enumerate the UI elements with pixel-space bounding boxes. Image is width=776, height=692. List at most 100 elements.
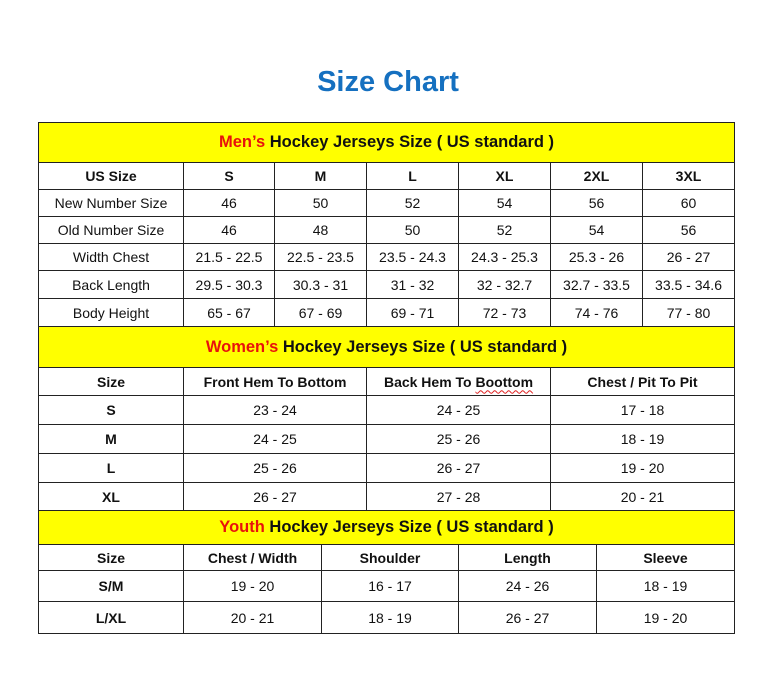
table-cell: 60 (641, 189, 736, 217)
table-cell: 23.5 - 24.3 (366, 243, 459, 271)
table-cell: 18 - 19 (595, 570, 736, 602)
table-cell: Body Height (38, 298, 184, 327)
table-cell: US Size (38, 162, 184, 190)
table-cell: Size (38, 544, 184, 571)
table-cell: 25 - 26 (183, 453, 367, 483)
table-row: New Number Size 46 50 52 54 56 60 (38, 189, 736, 217)
table-cell: 18 - 19 (549, 424, 736, 454)
youth-column-headers: Size Chest / Width Shoulder Length Sleeve (38, 544, 736, 571)
table-cell: 24 - 25 (366, 395, 551, 425)
table-cell: Shoulder (321, 544, 459, 571)
table-row: M 24 - 25 25 - 26 18 - 19 (38, 424, 736, 454)
table-cell: 3XL (641, 162, 736, 190)
table-cell: 22.5 - 23.5 (274, 243, 367, 271)
table-cell: Back Length (38, 270, 184, 299)
table-cell: 54 (550, 216, 643, 244)
table-cell: M (38, 424, 184, 454)
table-cell: 50 (274, 189, 367, 217)
table-cell: 48 (274, 216, 367, 244)
table-cell: 54 (458, 189, 551, 217)
womens-section-header: Women’s Hockey Jerseys Size ( US standar… (37, 326, 736, 368)
table-cell: 52 (366, 189, 459, 217)
table-cell: L/XL (38, 601, 184, 634)
column-header: Front Hem To Bottom (183, 367, 367, 396)
table-row: Body Height 65 - 67 67 - 69 69 - 71 72 - 73 7… (38, 298, 736, 327)
table-cell: S/M (38, 570, 184, 602)
table-cell: 23 - 24 (183, 395, 367, 425)
table-cell: 77 - 80 (641, 298, 736, 327)
page-title: Size Chart (317, 66, 459, 98)
table-cell: 19 - 20 (549, 453, 736, 483)
youth-table: Youth Hockey Jerseys Size ( US standard … (37, 510, 736, 634)
table-cell: 56 (641, 216, 736, 244)
table-cell: 27 - 28 (366, 482, 551, 511)
table-cell: S (38, 395, 184, 425)
table-cell: 30.3 - 31 (274, 270, 367, 299)
table-cell: 21.5 - 22.5 (183, 243, 275, 271)
youth-section-header: Youth Hockey Jerseys Size ( US standard … (37, 510, 736, 545)
table-cell: New Number Size (38, 189, 184, 217)
table-cell: 26 - 27 (458, 601, 597, 634)
table-cell: 50 (366, 216, 459, 244)
table-cell: 69 - 71 (366, 298, 459, 327)
misspelled-word: Boottom (475, 373, 534, 390)
table-cell: 17 - 18 (549, 395, 736, 425)
mens-header-highlight: Men’s (219, 133, 266, 151)
table-cell: M (274, 162, 367, 190)
table-cell: L (366, 162, 459, 190)
table-cell: 16 - 17 (321, 570, 459, 602)
mens-column-headers: US Size S M L XL 2XL 3XL (38, 162, 736, 190)
column-header: Back Hem To Boottom (366, 367, 551, 396)
mens-section-header: Men’s Hockey Jerseys Size ( US standard … (37, 122, 736, 163)
table-cell: 67 - 69 (274, 298, 367, 327)
table-cell: 65 - 67 (183, 298, 275, 327)
table-cell: 24 - 26 (458, 570, 597, 602)
table-cell: 46 (183, 189, 275, 217)
table-cell: XL (38, 482, 184, 511)
youth-header-text: Hockey Jerseys Size ( US standard ) (264, 518, 554, 536)
table-row: Width Chest 21.5 - 22.5 22.5 - 23.5 23.5 - … (38, 243, 736, 271)
table-row: S 23 - 24 24 - 25 17 - 18 (38, 395, 736, 425)
womens-column-headers: Size Front Hem To Bottom Back Hem To Boo… (38, 367, 736, 396)
table-cell: 20 - 21 (183, 601, 322, 634)
table-cell: 46 (183, 216, 275, 244)
table-cell: 24.3 - 25.3 (458, 243, 551, 271)
table-cell: 24 - 25 (183, 424, 367, 454)
table-cell: 72 - 73 (458, 298, 551, 327)
table-cell: 26 - 27 (183, 482, 367, 511)
table-cell: 2XL (550, 162, 643, 190)
table-cell: Old Number Size (38, 216, 184, 244)
column-header-part: Back Hem To (383, 373, 476, 390)
column-header: Size (38, 367, 184, 396)
table-cell: 52 (458, 216, 551, 244)
table-cell: XL (458, 162, 551, 190)
table-cell: Width Chest (38, 243, 184, 271)
table-cell: S (183, 162, 275, 190)
column-header: Chest / Pit To Pit (549, 367, 736, 396)
table-cell: Length (458, 544, 597, 571)
table-cell: 33.5 - 34.6 (641, 270, 736, 299)
table-cell: 31 - 32 (366, 270, 459, 299)
mens-header-text: Hockey Jerseys Size ( US standard ) (265, 133, 555, 151)
womens-header-highlight: Women’s (205, 337, 279, 356)
table-cell: 19 - 20 (595, 601, 736, 634)
table-cell: Chest / Width (183, 544, 322, 571)
table-cell: 25 - 26 (366, 424, 551, 454)
womens-header-text: Hockey Jerseys Size ( US standard ) (278, 337, 568, 356)
womens-table: Women’s Hockey Jerseys Size ( US standar… (37, 326, 736, 511)
table-cell: 32 - 32.7 (458, 270, 551, 299)
table-cell: 29.5 - 30.3 (183, 270, 275, 299)
table-cell: 19 - 20 (183, 570, 322, 602)
table-cell: 26 - 27 (641, 243, 736, 271)
table-cell: 32.7 - 33.5 (550, 270, 643, 299)
table-row: L 25 - 26 26 - 27 19 - 20 (38, 453, 736, 483)
table-cell: 26 - 27 (366, 453, 551, 483)
table-cell: L (38, 453, 184, 483)
youth-header-highlight: Youth (219, 518, 265, 536)
table-cell: 74 - 76 (550, 298, 643, 327)
table-cell: 56 (550, 189, 643, 217)
table-row: Old Number Size 46 48 50 52 54 56 (38, 216, 736, 244)
table-cell: 25.3 - 26 (550, 243, 643, 271)
table-cell: 18 - 19 (321, 601, 459, 634)
table-cell: 20 - 21 (549, 482, 736, 511)
